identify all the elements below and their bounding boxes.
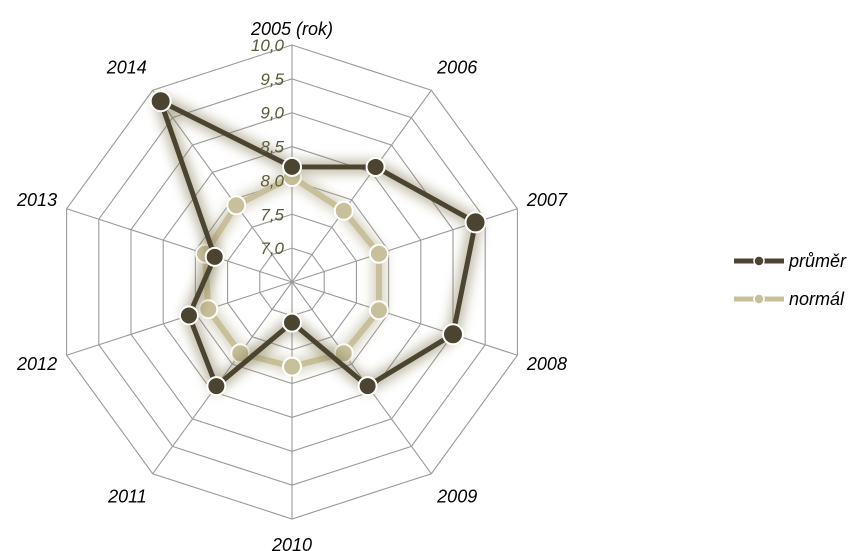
radial-tick-labels: 7,0 7,5 8,0 8,5 9,0 9,5 10,0 (251, 36, 285, 258)
tick-label: 7,0 (260, 239, 284, 258)
spoke (291, 89, 432, 283)
legend-item: normál (734, 289, 845, 309)
data-point-2009 (357, 376, 378, 397)
spoke (291, 281, 518, 356)
data-point-2014 (226, 195, 247, 216)
data-point-2005 (rok) (282, 156, 302, 177)
category-label: 2009 (436, 486, 477, 506)
series-layer (149, 90, 487, 397)
data-point-2008 (442, 323, 465, 346)
spoke (66, 281, 293, 356)
category-labels: 2005 (rok) 2006 2007 2008 2009 2010 2011 2012 20… (16, 19, 568, 551)
category-label: 2013 (16, 190, 57, 210)
category-label: 2012 (16, 354, 57, 374)
data-point-2012 (198, 299, 219, 320)
tick-label: 9,0 (260, 104, 284, 123)
tick-label: 8,5 (260, 138, 284, 157)
legend-marker (753, 255, 765, 267)
data-point-2011 (206, 376, 227, 397)
category-label: 2005 (rok) (250, 19, 333, 39)
data-point-2010 (282, 312, 302, 333)
legend-marker (753, 293, 765, 305)
data-point-2010 (282, 356, 302, 377)
legend-label: průměr (788, 251, 847, 271)
spoke (152, 89, 293, 283)
category-label: 2014 (106, 58, 147, 78)
category-label: 2011 (107, 486, 147, 506)
data-point-2013 (204, 246, 225, 267)
legend-item: průměr (734, 251, 847, 271)
legend: průměr normál (734, 251, 847, 309)
spoke (66, 208, 293, 283)
series-normál (195, 167, 389, 377)
tick-label: 8,0 (260, 171, 284, 190)
data-point-2008 (368, 300, 389, 321)
data-point-2006 (365, 156, 386, 177)
data-point-2007 (368, 243, 389, 264)
tick-label: 7,5 (260, 205, 284, 224)
tick-label: 9,5 (260, 70, 284, 89)
series-průměr (149, 90, 487, 397)
data-point-2007 (464, 211, 487, 234)
data-point-2006 (333, 200, 354, 221)
data-point-2014 (149, 90, 172, 113)
legend-label: normál (789, 289, 845, 309)
category-label: 2008 (526, 354, 567, 374)
category-label: 2007 (526, 190, 568, 210)
data-point-2012 (178, 305, 199, 326)
category-label: 2006 (436, 58, 478, 78)
category-label: 2010 (271, 535, 312, 551)
tick-label: 10,0 (251, 36, 285, 55)
